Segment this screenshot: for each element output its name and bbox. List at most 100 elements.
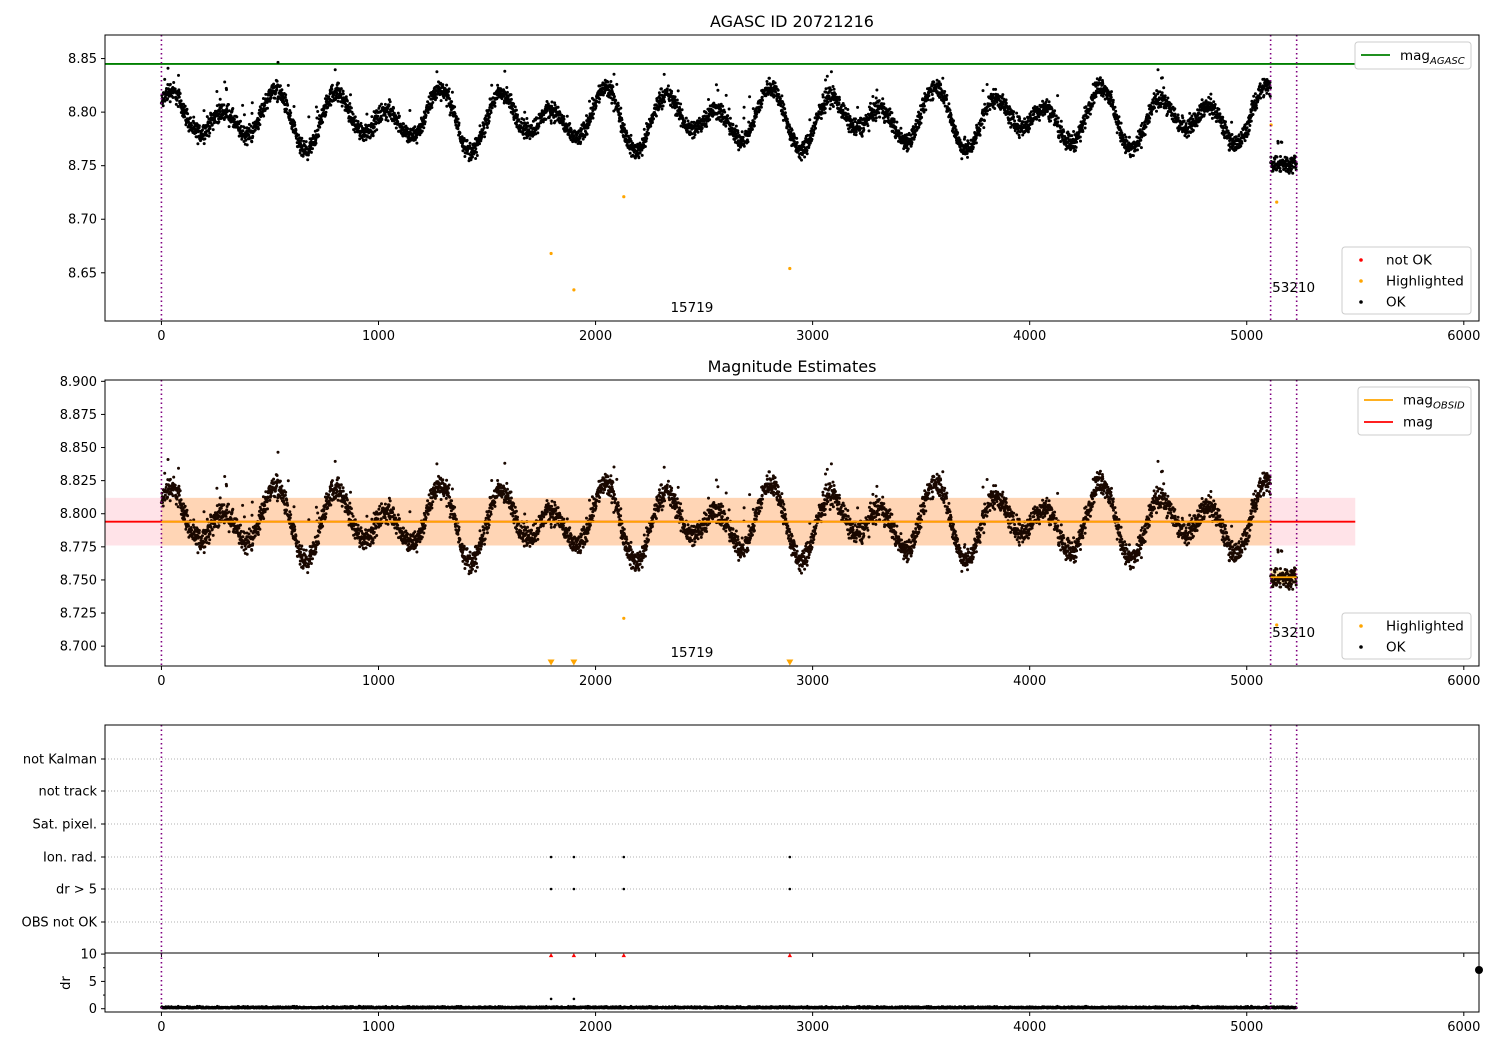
ok-point bbox=[871, 95, 874, 98]
ok-point bbox=[337, 82, 340, 85]
ok-point bbox=[920, 116, 923, 119]
ok-point bbox=[523, 111, 526, 114]
ok-point bbox=[510, 98, 513, 101]
ok-point bbox=[1196, 124, 1199, 127]
ok-point bbox=[1248, 124, 1251, 127]
ok-point bbox=[959, 138, 962, 141]
ok-point bbox=[222, 103, 225, 106]
ok-point bbox=[723, 111, 726, 114]
ok-point bbox=[373, 126, 376, 129]
ok-point bbox=[620, 118, 623, 121]
ok-point bbox=[950, 113, 953, 116]
ok-point bbox=[453, 105, 456, 108]
ok-point bbox=[795, 137, 798, 140]
ok-point bbox=[178, 96, 181, 99]
ok-point bbox=[1228, 149, 1231, 152]
ok-point bbox=[1136, 148, 1139, 151]
ok-point bbox=[324, 113, 327, 116]
ok-point bbox=[611, 85, 614, 88]
ok-point bbox=[660, 87, 663, 90]
ok-point bbox=[506, 91, 509, 94]
ok-point bbox=[592, 112, 595, 115]
ok-point bbox=[800, 159, 803, 162]
ok-point bbox=[1161, 91, 1164, 94]
ok-point bbox=[721, 113, 724, 116]
ok-point bbox=[766, 80, 769, 83]
ok-point bbox=[490, 111, 493, 114]
ok-point bbox=[855, 133, 858, 136]
ok-point bbox=[447, 90, 450, 93]
ok-point bbox=[972, 146, 975, 149]
ok-point bbox=[826, 75, 829, 78]
ok-point bbox=[435, 96, 438, 99]
ok-point bbox=[1050, 107, 1053, 110]
ok-point bbox=[643, 128, 646, 131]
ok-point bbox=[743, 145, 746, 148]
ok-point bbox=[257, 127, 260, 130]
ok-point bbox=[293, 105, 296, 108]
ok-point bbox=[694, 133, 697, 136]
ok-point bbox=[1148, 120, 1151, 123]
ok-point bbox=[1062, 130, 1065, 133]
ok-point bbox=[318, 126, 321, 129]
ok-point bbox=[619, 112, 622, 115]
ok-point bbox=[1162, 86, 1165, 89]
ok-point bbox=[899, 127, 902, 130]
ok-point bbox=[846, 108, 849, 111]
ok-point bbox=[808, 118, 811, 121]
ok-point bbox=[613, 73, 616, 76]
ok-point bbox=[747, 140, 750, 143]
ok-point bbox=[751, 128, 754, 131]
ok-point bbox=[496, 84, 499, 87]
ok-point bbox=[279, 84, 282, 87]
ok-point bbox=[1093, 101, 1096, 104]
ok-point bbox=[1140, 146, 1143, 149]
ok-point bbox=[251, 135, 254, 138]
ok-point bbox=[483, 127, 486, 130]
ok-point bbox=[483, 135, 486, 138]
ok-point bbox=[838, 103, 841, 106]
ok-point bbox=[1187, 134, 1190, 137]
ok-point bbox=[415, 136, 418, 139]
ok-point bbox=[180, 99, 183, 102]
ok-point bbox=[586, 133, 589, 136]
ok-point bbox=[1075, 141, 1078, 144]
ok-point bbox=[993, 107, 996, 110]
ok-point bbox=[1028, 127, 1031, 130]
ok-point bbox=[365, 113, 368, 116]
ok-point bbox=[728, 108, 731, 111]
ok-point bbox=[270, 96, 273, 99]
ok-point bbox=[503, 70, 506, 73]
ok-point bbox=[208, 135, 211, 138]
ok-point bbox=[854, 117, 857, 120]
ok-point bbox=[707, 98, 710, 101]
ok-point bbox=[370, 115, 373, 118]
ok-point bbox=[724, 125, 727, 128]
ok-point bbox=[1114, 110, 1117, 113]
ok-point bbox=[546, 109, 549, 112]
ok-point bbox=[557, 106, 560, 109]
ok-point bbox=[735, 125, 738, 128]
ok-point bbox=[162, 104, 165, 107]
ok-point bbox=[1118, 115, 1121, 118]
ok-point bbox=[526, 122, 529, 125]
ok-point bbox=[1095, 95, 1098, 98]
ok-point bbox=[342, 92, 345, 95]
ok-point bbox=[705, 123, 708, 126]
ok-point bbox=[306, 158, 309, 161]
ok-point bbox=[683, 120, 686, 123]
ok-point bbox=[761, 96, 764, 99]
ok-point bbox=[488, 116, 491, 119]
ok-point bbox=[1049, 119, 1052, 122]
ok-point bbox=[579, 141, 582, 144]
ok-point bbox=[316, 110, 319, 113]
ok-point bbox=[737, 131, 740, 134]
ok-point bbox=[425, 114, 428, 117]
ok-point bbox=[975, 141, 978, 144]
ok-point bbox=[614, 99, 617, 102]
ok-point bbox=[1125, 136, 1128, 139]
ok-point bbox=[1230, 121, 1233, 124]
ok-point bbox=[661, 108, 664, 111]
ok-point bbox=[878, 111, 881, 114]
